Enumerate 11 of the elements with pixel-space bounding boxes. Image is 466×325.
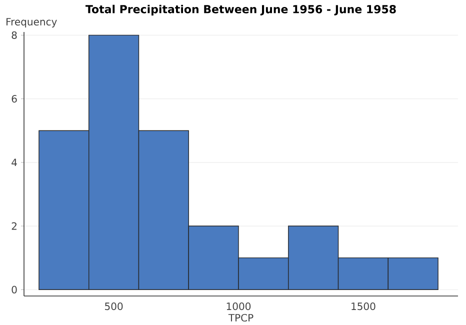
x-tick-label: 1000	[226, 302, 251, 310]
y-tick-label: 8	[12, 31, 17, 39]
y-tick-label: 6	[12, 95, 17, 103]
x-tick-label: 500	[105, 302, 123, 310]
y-tick-label: 2	[12, 222, 16, 230]
chart-title: Total Precipitation Between June 1956 - June 1958	[86, 4, 396, 16]
y-tick-label: 0	[12, 286, 17, 294]
y-axis-title: Frequency	[6, 18, 57, 28]
y-tick-label: 4	[12, 158, 17, 166]
x-tick-label: 1500	[352, 302, 376, 310]
x-axis-title: TPCP	[228, 314, 254, 322]
